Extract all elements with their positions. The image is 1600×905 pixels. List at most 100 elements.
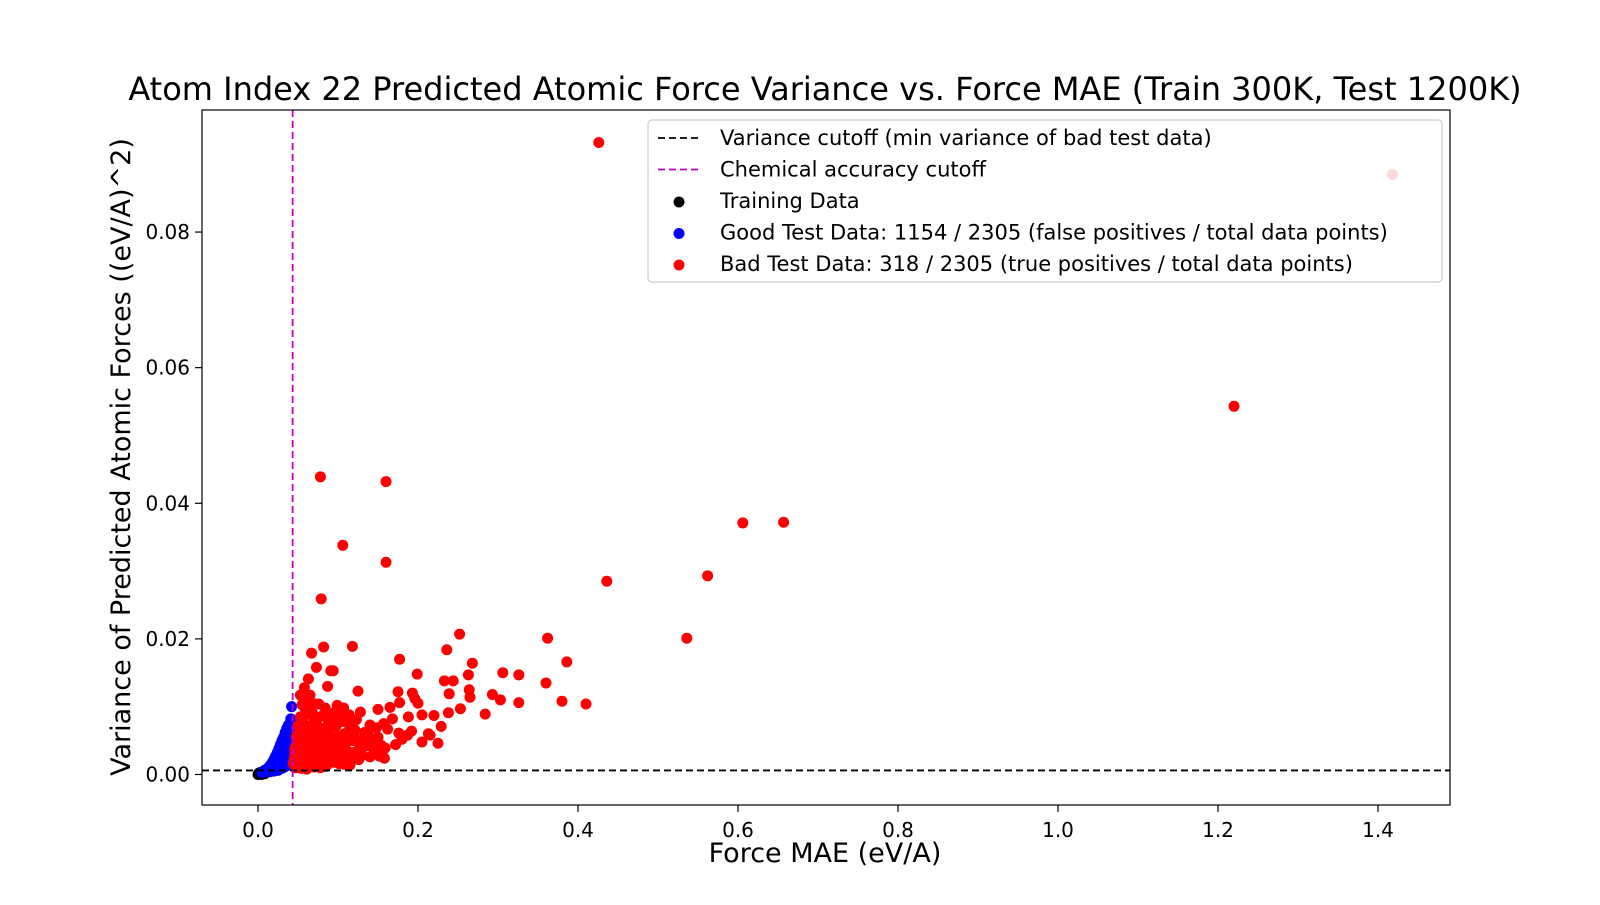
y-axis-label: Variance of Predicted Atomic Forces ((eV…: [106, 138, 137, 776]
bad-test-point: [336, 709, 348, 721]
bad-test-point: [380, 476, 392, 488]
bad-test-point: [394, 697, 406, 709]
bad-test-point: [382, 723, 394, 735]
bad-test-point: [384, 701, 396, 713]
x-tick-label: 0.4: [562, 818, 594, 842]
bad-test-point: [416, 736, 428, 748]
bad-test-point: [702, 570, 714, 582]
legend-box: [647, 119, 1443, 283]
good-test-point: [264, 766, 276, 778]
bad-test-point: [354, 744, 366, 756]
bad-test-point: [302, 673, 314, 685]
y-tick-label: 0.02: [145, 627, 190, 651]
bad-test-point: [342, 717, 354, 729]
bad-test-point: [556, 695, 568, 707]
bad-test-point: [432, 737, 444, 749]
bad-test-point: [424, 729, 436, 741]
bad-test-point: [411, 668, 423, 680]
bad-test-point: [513, 697, 525, 709]
good-test-point: [285, 713, 297, 725]
bad-test-point: [442, 707, 454, 719]
bad-test-point: [350, 714, 362, 726]
good-test-point: [282, 729, 294, 741]
legend-label: Chemical accuracy cutoff: [720, 158, 986, 182]
bad-test-point: [540, 677, 552, 689]
bad-test-point: [737, 517, 749, 529]
good-test-point: [286, 701, 298, 713]
bad-test-point: [298, 743, 310, 755]
bad-test-point: [513, 669, 525, 681]
bad-test-point: [313, 758, 325, 770]
bad-test-point: [330, 721, 342, 733]
bad-test-point: [402, 711, 414, 723]
x-tick-label: 0.0: [242, 818, 274, 842]
legend-label: Training Data: [719, 189, 860, 213]
bad-test-point: [315, 593, 327, 605]
bad-test-point: [362, 725, 374, 737]
bad-test-point: [486, 688, 498, 700]
bad-test-point: [312, 720, 324, 732]
bad-test-point: [561, 656, 573, 668]
bad-test-point: [443, 688, 455, 700]
bad-test-point: [392, 686, 404, 698]
legend-label: Variance cutoff (min variance of bad tes…: [720, 126, 1212, 150]
bad-test-point: [416, 709, 428, 721]
bad-test-point: [294, 726, 306, 738]
bad-test-point: [337, 539, 349, 551]
bad-test-point: [333, 741, 345, 753]
bad-test-point: [318, 737, 330, 749]
x-tick-label: 0.8: [882, 818, 914, 842]
plot-frame: [201, 109, 1451, 806]
bad-test-point: [438, 675, 450, 687]
y-tick-label: 0.04: [145, 491, 190, 515]
bad-test-point: [494, 694, 506, 706]
legend-dot-swatch: [673, 228, 685, 239]
bad-test-point: [306, 647, 318, 659]
bad-test-point: [454, 703, 466, 715]
bad-test-point: [342, 756, 354, 768]
x-tick-label: 1.4: [1362, 818, 1394, 842]
bad-test-point: [357, 734, 369, 746]
bad-test-point: [321, 751, 333, 763]
bad-test-point: [497, 667, 509, 679]
bad-test-point: [314, 471, 326, 483]
bad-test-point: [447, 675, 459, 687]
y-tick-label: 0.06: [145, 356, 190, 380]
x-tick-label: 0.2: [402, 818, 434, 842]
bad-test-point: [593, 137, 605, 149]
legend: Variance cutoff (min variance of bad tes…: [647, 119, 1443, 283]
bad-test-point: [304, 689, 316, 701]
bad-test-point: [379, 742, 391, 754]
bad-test-point: [441, 644, 453, 656]
good-test-point: [278, 754, 290, 766]
bad-test-point: [580, 698, 592, 710]
bad-test-point: [466, 657, 478, 669]
bad-test-point: [479, 708, 491, 720]
bad-test-point: [296, 699, 308, 711]
bad-test-point: [372, 703, 384, 715]
bad-test-point: [310, 661, 322, 673]
bad-test-point: [435, 720, 447, 732]
bad-test-point: [297, 715, 309, 727]
bad-test-point: [352, 685, 364, 697]
legend-label: Good Test Data: 1154 / 2305 (false posit…: [720, 221, 1388, 245]
bad-test-point: [462, 669, 474, 681]
axis-ticks: 0.0 0.2 0.4 0.6 0.8 1.0 1.2 1.4 0.00 0.02 0.04 0.06…: [145, 220, 1393, 842]
bad-test-point: [1228, 400, 1240, 412]
plot-marks: [202, 110, 1450, 805]
bad-test-point: [346, 640, 358, 652]
bad-test-point: [380, 556, 392, 568]
bad-test-point: [406, 725, 418, 737]
bad-test-point: [374, 750, 386, 762]
x-tick-label: 1.0: [1042, 818, 1074, 842]
bad-test-point: [601, 575, 613, 587]
bad-test-point: [681, 632, 693, 644]
x-tick-label: 1.2: [1202, 818, 1234, 842]
bad-test-point: [289, 748, 301, 760]
bad-test-point: [778, 516, 790, 528]
chart-title: Atom Index 22 Predicted Atomic Force Var…: [128, 70, 1521, 108]
bad-test-point: [327, 665, 339, 677]
bad-test-point: [428, 709, 440, 721]
